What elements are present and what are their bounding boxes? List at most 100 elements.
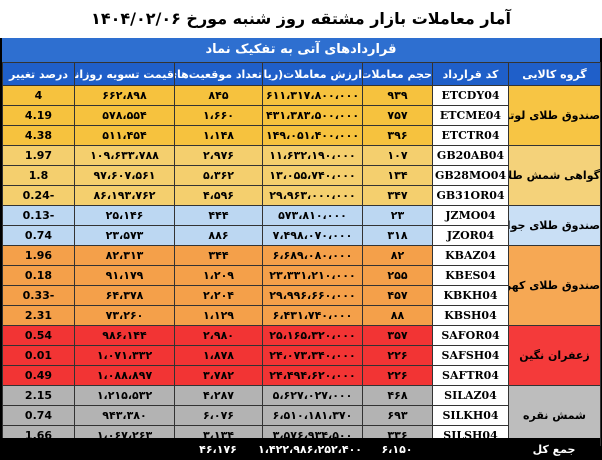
value-cell: ۵۷۳،۸۱۰،۰۰۰ [262, 205, 363, 226]
volume-cell: ۳۹۶ [362, 125, 433, 146]
symbol-cell: JZMO04 [432, 205, 509, 226]
table-row: SAFSH04 ۲۲۶ ۲۴،۰۷۳،۳۴۰،۰۰۰ ۱،۸۷۸ ۱،۰۷۱،۳۳۲ 0.… [2, 345, 601, 366]
open-positions-cell: ۲،۲۰۴ [174, 285, 263, 306]
change-cell: -0.33 [2, 285, 75, 306]
group-name-cell: صندوق طلای لوتوس [508, 85, 601, 146]
header-value: ارزش معاملات(ریال) [262, 62, 363, 86]
volume-cell: ۸۲ [362, 245, 433, 266]
volume-cell: ۹۳۹ [362, 85, 433, 106]
futures-table: گروه کالایی کد قرارداد حجم معاملات ارزش … [2, 62, 601, 446]
settlement-cell: ۶۶۲،۸۹۸ [74, 85, 175, 106]
value-cell: ۵،۶۲۷،۰۲۷،۰۰۰ [262, 385, 363, 406]
settlement-cell: ۸۶،۱۹۳،۷۶۲ [74, 185, 175, 206]
value-cell: ۲۹،۹۶۳،۰۰۰،۰۰۰ [262, 185, 363, 206]
change-cell: 1.96 [2, 245, 75, 266]
symbol-cell: ETCDY04 [432, 85, 509, 106]
totals-volume: ۶،۱۵۰ [381, 442, 413, 456]
change-cell: 4.38 [2, 125, 75, 146]
table-row: صندوق طلای لوتوسETCDY04۹۳۹۶۱۱،۳۱۷،۸۰۰،۰۰… [2, 85, 601, 146]
settlement-cell: ۲۵،۱۴۶ [74, 205, 175, 226]
volume-cell: ۲۳ [362, 205, 433, 226]
symbol-cell: SILAZ04 [432, 385, 509, 406]
settlement-cell: ۷۳،۲۶۰ [74, 305, 175, 326]
totals-label: جمع کل [532, 442, 576, 456]
symbol-cell: KBES04 [432, 265, 509, 286]
open-positions-cell: ۴،۵۹۶ [174, 185, 263, 206]
settlement-cell: ۹۴۳،۳۸۰ [74, 405, 175, 426]
open-positions-cell: ۱،۲۰۹ [174, 265, 263, 286]
settlement-cell: ۱۰۹،۶۳۳،۷۸۸ [74, 145, 175, 166]
table-row: زعفران نگین SAFOR04 ۳۵۷ ۲۵،۱۶۵،۳۲۰،۰۰۰ ۲،۹۸۰… [2, 325, 601, 386]
change-cell: 1.8 [2, 165, 75, 186]
group-name-cell: صندوق طلای کهربا [508, 245, 601, 326]
value-cell: ۲۴،۴۹۴،۶۲۰،۰۰۰ [262, 365, 363, 386]
open-positions-cell: ۸۴۵ [174, 85, 263, 106]
volume-cell: ۳۵۷ [362, 325, 433, 346]
value-cell: ۲۵،۱۶۵،۳۲۰،۰۰۰ [262, 325, 363, 346]
change-cell: 0.74 [2, 405, 75, 426]
change-cell: 4 [2, 85, 75, 106]
volume-cell: ۲۲۶ [362, 345, 433, 366]
table-row: KBKH04 ۴۵۷ ۲۹،۹۹۶،۶۶۰،۰۰۰ ۲،۲۰۴ ۶۴،۳۷۸ -0.33 [2, 285, 601, 306]
volume-cell: ۱۳۴ [362, 165, 433, 186]
value-cell: ۱۱،۶۳۲،۱۹۰،۰۰۰ [262, 145, 363, 166]
table-row: ETCME04 ۷۵۷ ۴۳۱،۳۸۳،۵۰۰،۰۰۰ ۱،۶۶۰ ۵۷۸،۵۵۴ 4.1… [2, 105, 601, 126]
totals-open: ۴۶،۱۷۶ [199, 442, 237, 456]
change-cell: 2.31 [2, 305, 75, 326]
settlement-cell: ۵۷۸،۵۵۴ [74, 105, 175, 126]
value-cell: ۴۳۱،۳۸۳،۵۰۰،۰۰۰ [262, 105, 363, 126]
open-positions-cell: ۴۴۴ [174, 205, 263, 226]
settlement-cell: ۹۸۶،۱۴۴ [74, 325, 175, 346]
open-positions-cell: ۴،۲۸۷ [174, 385, 263, 406]
table-row: SILKH04 ۶۹۳ ۶،۵۱۰،۱۸۱،۳۷۰ ۶،۰۷۶ ۹۴۳،۳۸۰ 0.74 [2, 405, 601, 426]
table-row: GB28MO04 ۱۳۴ ۱۳،۰۵۵،۷۴۰،۰۰۰ ۵،۳۶۲ ۹۷،۶۰۷،۵۶۱… [2, 165, 601, 186]
volume-cell: ۲۲۶ [362, 365, 433, 386]
open-positions-cell: ۳،۷۸۲ [174, 365, 263, 386]
volume-cell: ۷۵۷ [362, 105, 433, 126]
value-cell: ۶،۶۸۹،۰۸۰،۰۰۰ [262, 245, 363, 266]
symbol-cell: SAFOR04 [432, 325, 509, 346]
table-row: JZOR04 ۳۱۸ ۷،۴۹۸،۰۷۰،۰۰۰ ۸۸۶ ۲۳،۵۷۳ 0.74 [2, 225, 601, 246]
open-positions-cell: ۳۴۴ [174, 245, 263, 266]
volume-cell: ۴۵۷ [362, 285, 433, 306]
settlement-cell: ۱،۰۸۸،۸۹۷ [74, 365, 175, 386]
table-row: صندوق طلای جواهرJZMO04۲۳۵۷۳،۸۱۰،۰۰۰۴۴۴۲۵… [2, 205, 601, 246]
header-change: درصد تغییر [2, 62, 75, 86]
symbol-cell: SAFSH04 [432, 345, 509, 366]
header-open-positions: تعداد موقعیت‌های باز [174, 62, 263, 86]
value-cell: ۶۱۱،۳۱۷،۸۰۰،۰۰۰ [262, 85, 363, 106]
symbol-cell: SAFTR04 [432, 365, 509, 386]
group-name-cell: صندوق طلای جواهر [508, 205, 601, 246]
open-positions-cell: ۸۸۶ [174, 225, 263, 246]
change-cell: 0.74 [2, 225, 75, 246]
open-positions-cell: ۵،۳۶۲ [174, 165, 263, 186]
settlement-cell: ۵۱۱،۴۵۴ [74, 125, 175, 146]
group-name-cell: گواهی شمش طلا [508, 145, 601, 206]
section-banner: قراردادهای آتی به تفکیک نماد [2, 38, 600, 62]
volume-cell: ۸۸ [362, 305, 433, 326]
settlement-cell: ۱،۰۷۱،۳۳۲ [74, 345, 175, 366]
symbol-cell: KBSH04 [432, 305, 509, 326]
symbol-cell: ETCME04 [432, 105, 509, 126]
table-row: GB31OR04 ۳۴۷ ۲۹،۹۶۳،۰۰۰،۰۰۰ ۴،۵۹۶ ۸۶،۱۹۳،۷۶۲… [2, 185, 601, 206]
totals-row: جمع کل ۶،۱۵۰ ۱،۴۲۲،۹۸۶،۲۵۲،۴۰۰ ۴۶،۱۷۶ [2, 438, 600, 460]
group-name-cell: شمش نقره [508, 385, 601, 446]
settlement-cell: ۱،۲۱۵،۵۳۲ [74, 385, 175, 406]
symbol-cell: KBAZ04 [432, 245, 509, 266]
volume-cell: ۶۹۳ [362, 405, 433, 426]
value-cell: ۶،۵۱۰،۱۸۱،۳۷۰ [262, 405, 363, 426]
settlement-cell: ۸۲،۳۱۳ [74, 245, 175, 266]
open-positions-cell: ۶،۰۷۶ [174, 405, 263, 426]
volume-cell: ۳۱۸ [362, 225, 433, 246]
symbol-cell: GB20AB04 [432, 145, 509, 166]
value-cell: ۱۴۹،۰۵۱،۴۰۰،۰۰۰ [262, 125, 363, 146]
change-cell: 1.97 [2, 145, 75, 166]
volume-cell: ۴۶۸ [362, 385, 433, 406]
table-header-row: گروه کالایی کد قرارداد حجم معاملات ارزش … [2, 62, 601, 86]
symbol-cell: JZOR04 [432, 225, 509, 246]
settlement-cell: ۹۷،۶۰۷،۵۶۱ [74, 165, 175, 186]
value-cell: ۷،۴۹۸،۰۷۰،۰۰۰ [262, 225, 363, 246]
settlement-cell: ۲۳،۵۷۳ [74, 225, 175, 246]
open-positions-cell: ۱،۱۴۸ [174, 125, 263, 146]
